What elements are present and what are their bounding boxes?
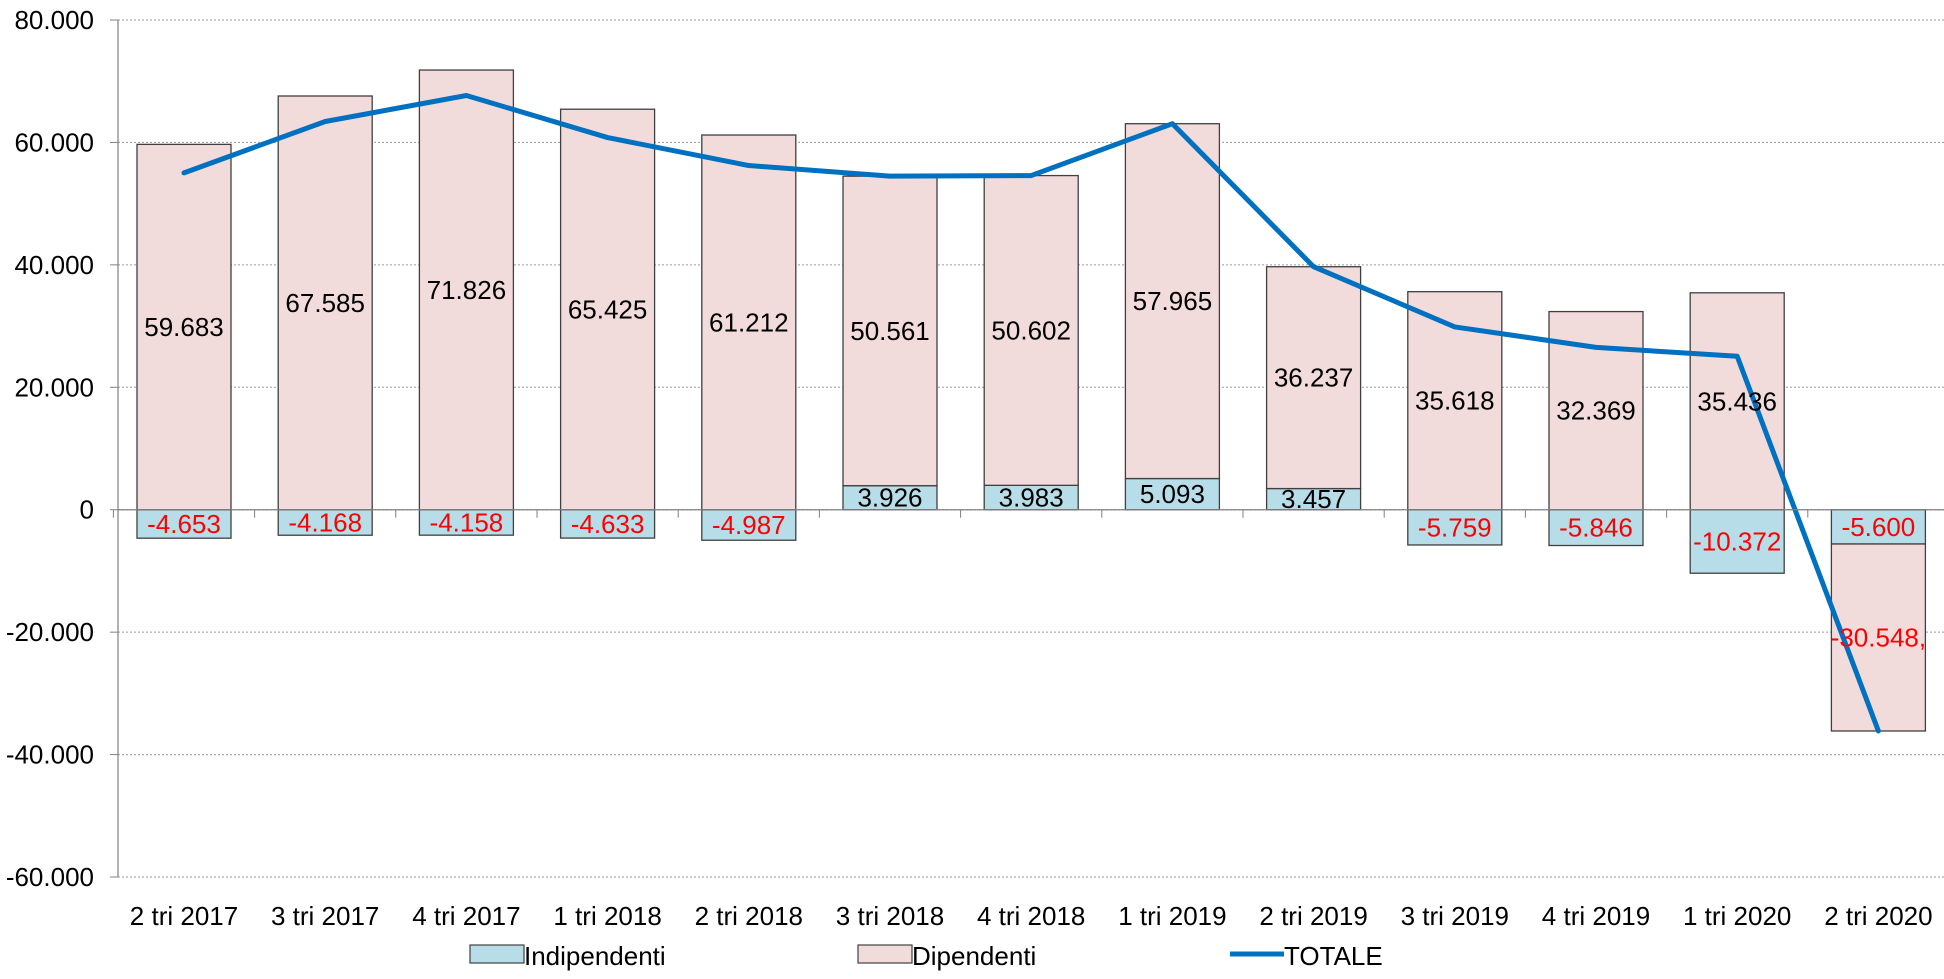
totale-line <box>181 92 1881 734</box>
bar-dipendenti <box>983 174 1079 486</box>
data-label-indipendenti: -4.987 <box>712 510 786 540</box>
y-tick-label: 0 <box>80 495 94 525</box>
data-label-indipendenti: -5.759 <box>1418 512 1492 542</box>
legend-label: Indipendenti <box>524 941 666 971</box>
data-labels: -4.653 59.683 -4.168 67.585 -4.158 71.826 -4.6… <box>144 275 1926 653</box>
data-label-indipendenti: 3.926 <box>857 483 922 513</box>
y-tick-label: -60.000 <box>6 862 94 892</box>
x-tick-label: 2 tri 2019 <box>1259 901 1367 931</box>
x-tick-label: 1 tri 2020 <box>1683 901 1791 931</box>
bar-dipendenti <box>1265 266 1362 490</box>
data-label-dipendenti: 59.683 <box>144 312 224 342</box>
bar-indipendenti <box>701 509 797 541</box>
y-tick-label: -40.000 <box>6 740 94 770</box>
x-axis: 2 tri 2017 3 tri 2017 4 tri 2017 1 tri 2018… <box>112 509 1944 931</box>
data-label-dipendenti: 50.602 <box>991 315 1071 345</box>
data-label-indipendenti: -4.168 <box>288 507 362 537</box>
data-label-dipendenti: 35.618 <box>1415 386 1495 416</box>
y-tick-label: 80.000 <box>14 5 94 35</box>
bar-dipendenti <box>1124 123 1221 480</box>
data-label-dipendenti: 50.561 <box>850 316 930 346</box>
bar-dipendenti <box>418 69 515 511</box>
legend: Indipendenti Dipendenti TOTALE <box>469 941 1383 971</box>
bar-indipendenti <box>1548 509 1644 547</box>
legend-item-dipendenti: Dipendenti <box>857 941 1036 971</box>
bar-dipendenti <box>559 108 656 511</box>
line-totale <box>181 92 1881 734</box>
data-label-dipendenti: -30.548, <box>1831 622 1926 652</box>
y-tick-label: 60.000 <box>14 127 94 157</box>
data-label-dipendenti: 36.237 <box>1274 363 1354 393</box>
data-label-dipendenti: 32.369 <box>1556 396 1636 426</box>
x-tick-label: 1 tri 2019 <box>1118 901 1226 931</box>
legend-item-indipendenti: Indipendenti <box>469 941 666 971</box>
x-tick-label: 4 tri 2019 <box>1542 901 1650 931</box>
x-tick-label: 4 tri 2017 <box>412 901 520 931</box>
y-axis: -60.000 -40.000 -20.000 0 20.000 40.000 60.000… <box>6 5 119 892</box>
bar-dipendenti <box>842 175 938 487</box>
data-label-indipendenti: -4.653 <box>147 509 221 539</box>
legend-label: TOTALE <box>1284 941 1383 971</box>
bar-indipendenti <box>1407 509 1503 546</box>
x-tick-label: 3 tri 2019 <box>1401 901 1509 931</box>
legend-label: Dipendenti <box>912 941 1036 971</box>
x-tick-label: 2 tri 2020 <box>1824 901 1932 931</box>
data-label-indipendenti: -5.846 <box>1559 513 1633 543</box>
data-label-dipendenti: 35.436 <box>1697 386 1777 416</box>
data-label-dipendenti: 65.425 <box>568 294 648 324</box>
data-label-dipendenti: 57.965 <box>1133 286 1213 316</box>
legend-item-totale: TOTALE <box>1230 941 1383 971</box>
data-label-dipendenti: 67.585 <box>285 288 365 318</box>
bar-indipendenti <box>136 509 232 539</box>
data-label-dipendenti: 71.826 <box>427 275 507 305</box>
bars <box>136 69 1927 732</box>
data-label-indipendenti: -5.600 <box>1842 512 1916 542</box>
legend-swatch <box>469 944 525 964</box>
bar-indipendenti <box>1689 509 1785 574</box>
x-tick-label: 4 tri 2018 <box>977 901 1085 931</box>
x-tick-label: 2 tri 2018 <box>695 901 803 931</box>
bar-indipendenti <box>418 509 515 536</box>
x-tick-label: 2 tri 2017 <box>130 901 238 931</box>
legend-swatch <box>857 944 913 964</box>
data-label-indipendenti: -4.633 <box>571 509 645 539</box>
data-label-indipendenti: -4.158 <box>430 507 504 537</box>
y-tick-label: 40.000 <box>14 250 94 280</box>
bar-dipendenti <box>277 95 373 511</box>
data-label-indipendenti: 5.093 <box>1140 479 1205 509</box>
data-label-indipendenti: 3.983 <box>999 483 1064 513</box>
x-tick-label: 1 tri 2018 <box>553 901 661 931</box>
bar-dipendenti <box>136 143 232 511</box>
x-tick-label: 3 tri 2017 <box>271 901 379 931</box>
bar-indipendenti <box>983 484 1079 511</box>
data-label-indipendenti: -10.372 <box>1693 526 1781 556</box>
bar-indipendenti <box>1124 477 1221 511</box>
y-tick-label: 20.000 <box>14 372 94 402</box>
data-label-dipendenti: 61.212 <box>709 307 789 337</box>
x-tick-label: 3 tri 2018 <box>836 901 944 931</box>
y-tick-label: -20.000 <box>6 617 94 647</box>
bar-dipendenti <box>1830 543 1927 732</box>
